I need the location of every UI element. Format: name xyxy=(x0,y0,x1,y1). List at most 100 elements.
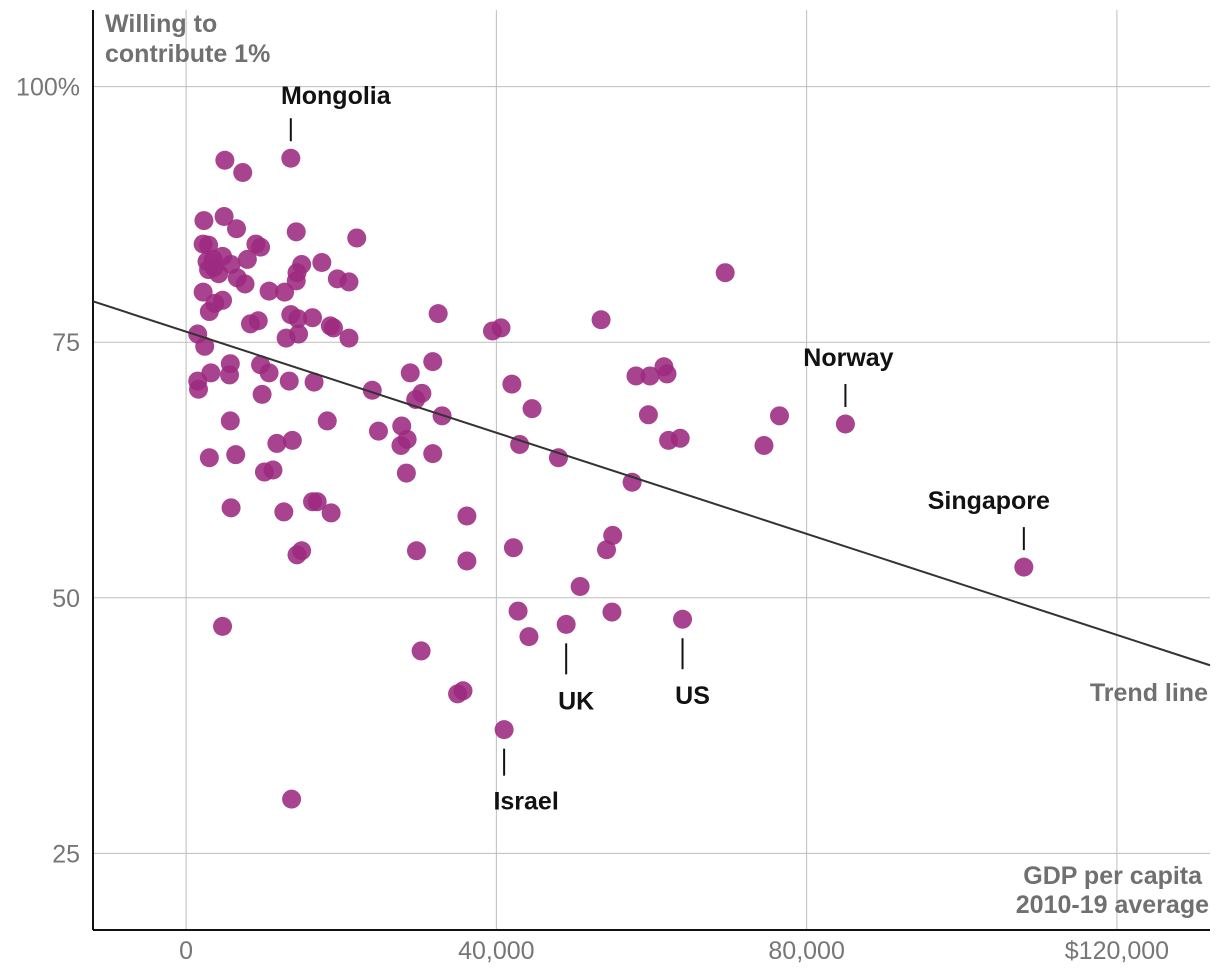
data-point xyxy=(199,235,219,255)
data-point xyxy=(448,684,468,704)
data-point xyxy=(312,252,332,272)
data-point xyxy=(715,263,735,283)
y-tick-label: 50 xyxy=(52,585,80,613)
data-point xyxy=(423,444,443,464)
data-point xyxy=(673,609,693,629)
data-point xyxy=(275,282,295,302)
data-point xyxy=(307,492,327,512)
trend-line xyxy=(92,300,1211,667)
data-point xyxy=(317,411,337,431)
data-point xyxy=(199,302,219,322)
data-point xyxy=(339,328,359,348)
data-point xyxy=(640,366,660,386)
x-axis-title-line-1: GDP per capita xyxy=(1023,862,1203,890)
data-point xyxy=(339,272,359,292)
x-tick-label: 80,000 xyxy=(768,937,844,965)
data-point xyxy=(522,399,542,419)
data-point xyxy=(233,163,253,183)
data-point xyxy=(508,601,528,621)
data-point xyxy=(570,577,590,597)
data-point xyxy=(240,314,260,334)
y-tick-label: 75 xyxy=(52,329,80,357)
axes xyxy=(92,10,1210,931)
data-point xyxy=(259,281,279,301)
x-axis-title-line-2: 2010-19 average xyxy=(1016,891,1209,919)
data-point xyxy=(281,148,301,168)
data-point xyxy=(282,430,302,450)
data-point xyxy=(457,506,477,526)
data-point xyxy=(482,321,502,341)
data-point xyxy=(259,363,279,383)
data-point xyxy=(188,379,208,399)
data-point xyxy=(274,502,294,522)
data-point xyxy=(214,206,234,226)
data-point xyxy=(423,352,443,372)
y-tick-label: 100% xyxy=(16,74,80,102)
x-tick-label: 40,000 xyxy=(458,937,534,965)
data-point xyxy=(603,525,623,545)
y-axis-title-line-2: contribute 1% xyxy=(105,40,270,68)
annotations: Mongolia Norway Singapore UK US Israel xyxy=(281,82,1050,815)
data-point xyxy=(254,462,274,482)
data-point xyxy=(304,372,324,392)
data-point xyxy=(195,336,215,356)
annotation-label-mongolia: Mongolia xyxy=(281,82,392,110)
data-point xyxy=(252,384,272,404)
data-point xyxy=(503,538,523,558)
data-point xyxy=(303,308,323,328)
data-point xyxy=(626,366,646,386)
y-tick-label: 25 xyxy=(52,840,80,868)
data-point xyxy=(494,720,514,740)
trend-line-group xyxy=(92,300,1211,667)
data-point xyxy=(406,541,426,561)
annotation-label-uk: UK xyxy=(558,687,594,715)
data-point xyxy=(556,614,576,634)
data-point xyxy=(220,365,240,385)
data-point xyxy=(209,264,229,284)
data-point xyxy=(428,304,448,324)
data-point xyxy=(591,310,611,330)
data-point xyxy=(282,789,302,809)
data-point xyxy=(368,421,388,441)
data-point xyxy=(457,551,477,571)
data-point xyxy=(502,374,522,394)
data-point xyxy=(391,435,411,455)
data-point xyxy=(276,328,296,348)
data-point xyxy=(638,405,658,425)
data-point xyxy=(220,411,240,431)
data-point xyxy=(267,433,287,453)
data-point xyxy=(597,540,617,560)
data-point xyxy=(251,237,271,257)
data-point xyxy=(286,222,306,242)
data-point xyxy=(657,364,677,384)
y-axis-title: Willing to contribute 1% xyxy=(105,10,270,68)
data-point xyxy=(602,602,622,622)
data-point xyxy=(323,318,343,338)
data-point xyxy=(754,435,774,455)
data-point xyxy=(835,414,855,434)
data-point xyxy=(287,545,307,565)
data-point xyxy=(769,406,789,426)
data-point xyxy=(362,380,382,400)
data-point xyxy=(321,503,341,523)
data-point xyxy=(670,428,690,448)
data-point xyxy=(194,211,214,231)
x-axis-title: GDP per capita 2010-19 average xyxy=(1016,862,1209,919)
data-point xyxy=(548,448,568,468)
annotation-label-singapore: Singapore xyxy=(928,487,1050,515)
data-point xyxy=(226,445,246,465)
y-axis-title-line-1: Willing to xyxy=(105,10,217,38)
data-point xyxy=(235,274,255,294)
data-point xyxy=(347,228,367,248)
data-point xyxy=(213,616,233,636)
data-point xyxy=(400,363,420,383)
data-point xyxy=(279,371,299,391)
x-tick-label: $120,000 xyxy=(1065,937,1169,965)
data-point xyxy=(519,627,539,647)
annotation-label-us: US xyxy=(675,682,710,710)
tick-labels: 0 40,000 80,000 $120,000 100% 75 50 25 xyxy=(16,74,1169,965)
data-point xyxy=(199,448,219,468)
data-point xyxy=(213,290,233,310)
trend-line-label: Trend line xyxy=(1090,679,1208,707)
